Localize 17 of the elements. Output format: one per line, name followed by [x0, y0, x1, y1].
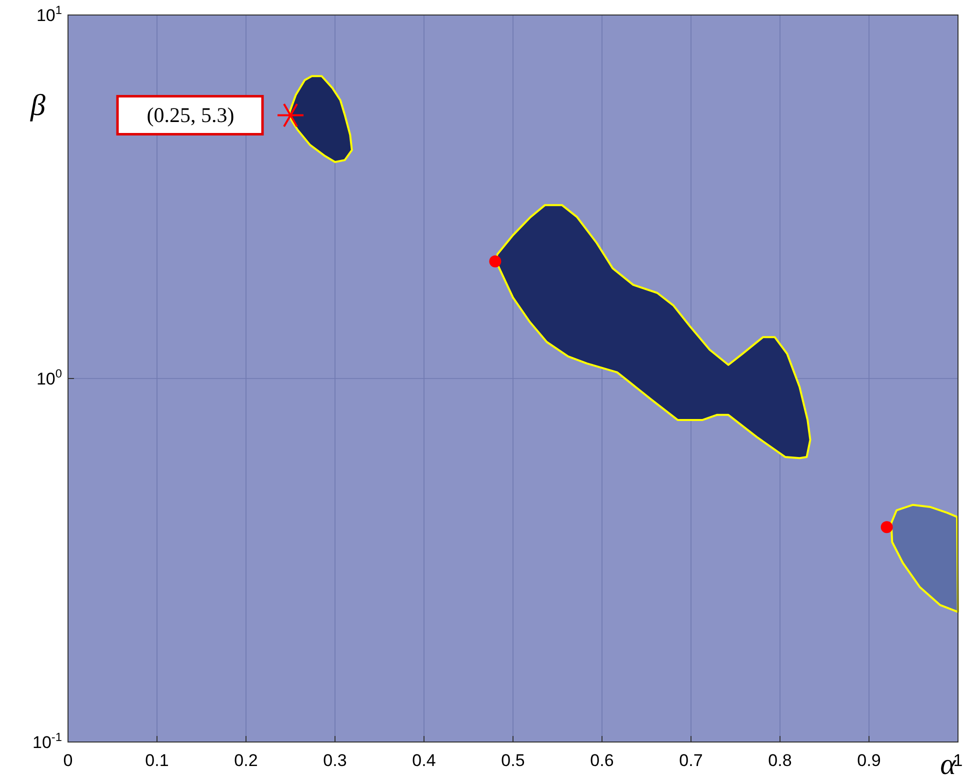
x-tick-label: 0.4 — [412, 751, 436, 770]
x-tick-label: 0.1 — [145, 751, 169, 770]
y-tick-label: 10$^{0}$ — [36, 366, 62, 388]
x-tick-label: 0.8 — [768, 751, 792, 770]
x-tick-label: 0.6 — [590, 751, 614, 770]
x-tick-label: 0.5 — [501, 751, 525, 770]
annotation: (0.25, 5.3) — [146, 103, 234, 128]
x-tick-label: 0.2 — [234, 751, 258, 770]
x-tick-label: 0.3 — [323, 751, 347, 770]
point — [880, 521, 893, 534]
x-tick-label: 0.7 — [679, 751, 703, 770]
y-tick-label: 10$^{-1}$ — [32, 730, 62, 752]
y-axis-title: β — [30, 89, 46, 122]
x-tick-label: 0.9 — [857, 751, 881, 770]
y-tick-label: 10$^{1}$ — [36, 3, 62, 25]
x-tick-label: 0 — [63, 751, 73, 770]
point — [489, 255, 502, 268]
